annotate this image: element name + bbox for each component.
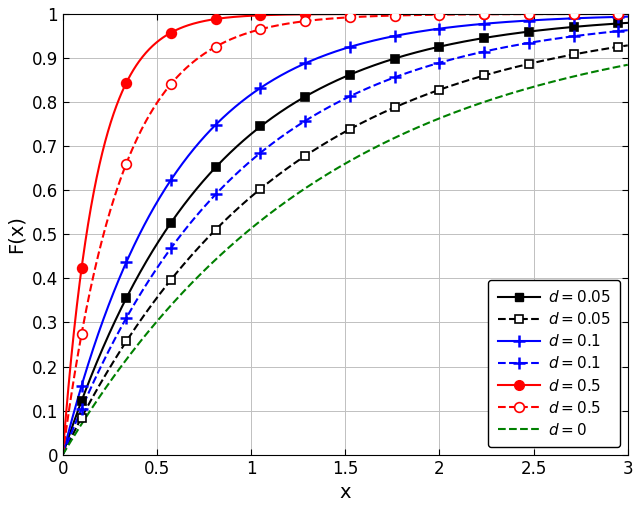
Legend: $d=0.05$, $d=0.05$, $d=0.1$, $d=0.1$, $d=0.5$, $d=0.5$, $d=0$: $d=0.05$, $d=0.05$, $d=0.1$, $d=0.1$, $d…	[488, 280, 620, 447]
X-axis label: x: x	[339, 483, 351, 502]
Y-axis label: F(x): F(x)	[7, 215, 26, 253]
